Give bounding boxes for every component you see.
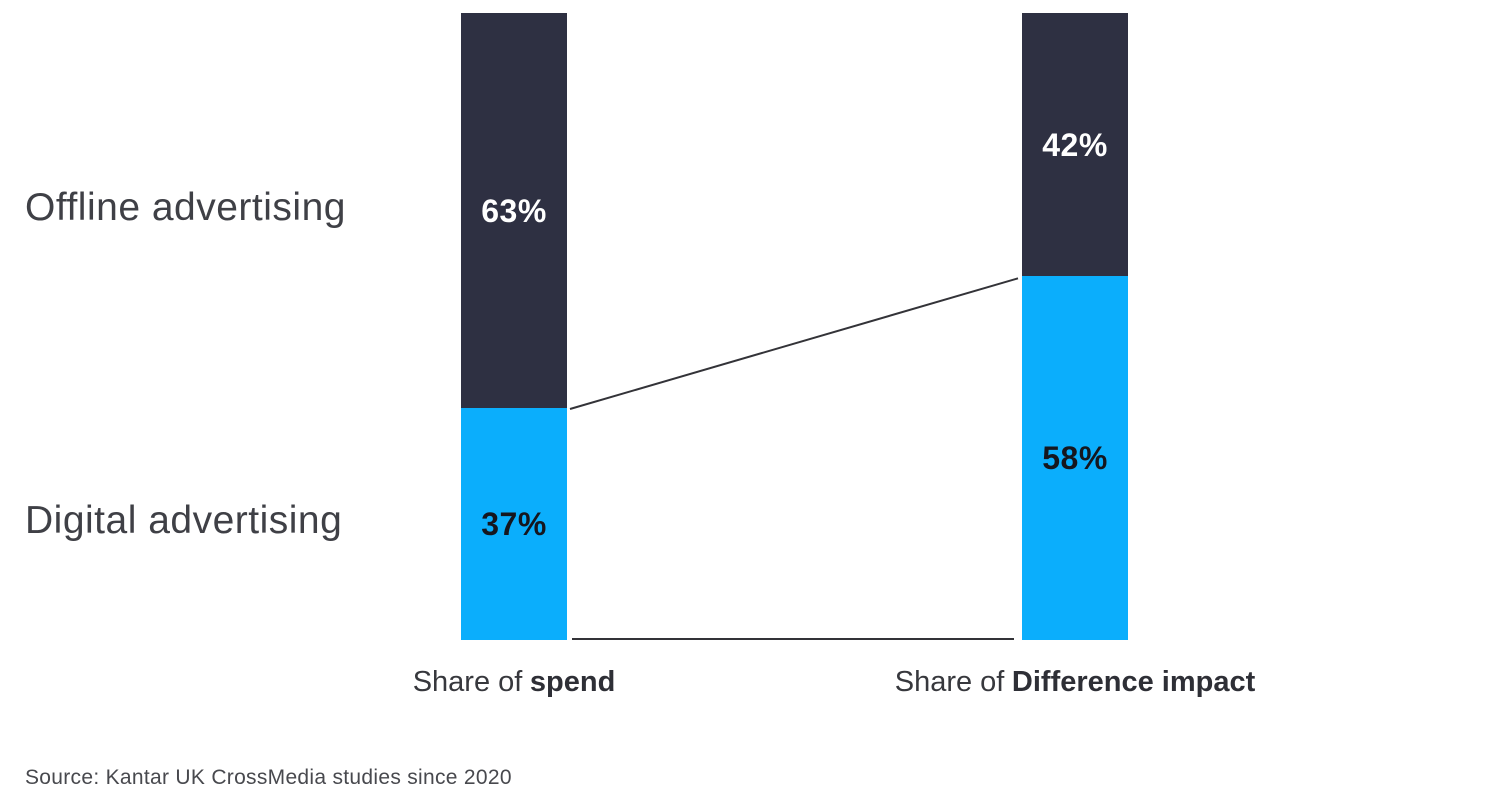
value-label-digital-spend: 37% — [481, 505, 547, 542]
value-label-offline-spend: 63% — [481, 192, 547, 229]
value-label-offline-impact: 42% — [1042, 126, 1108, 163]
x-axis-label-share-of-spend: Share of spend — [412, 666, 616, 699]
bar-share-of-difference-impact: 42% 58% — [1022, 13, 1128, 640]
row-label-digital-advertising: Digital advertising — [25, 499, 343, 542]
x-axis-label-share-of-difference-impact: Share of Difference impact — [894, 666, 1256, 699]
value-label-digital-impact: 58% — [1042, 440, 1108, 477]
x-label-emphasis-difference-impact: Difference impact — [1011, 666, 1256, 698]
bar-segment-digital-spend: 37% — [461, 408, 567, 640]
source-note: Source: Kantar UK CrossMedia studies sin… — [25, 766, 512, 789]
row-label-offline-advertising: Offline advertising — [25, 186, 346, 229]
x-label-emphasis-spend: spend — [529, 666, 616, 698]
bar-segment-offline-impact: 42% — [1022, 13, 1128, 277]
x-label-prefix: Share of — [412, 666, 523, 698]
bar-segment-digital-impact: 58% — [1022, 276, 1128, 640]
bar-segment-offline-spend: 63% — [461, 13, 567, 408]
bar-share-of-spend: 63% 37% — [461, 13, 567, 640]
x-label-prefix: Share of — [894, 666, 1005, 698]
segment-boundary-connector-line — [569, 277, 1019, 410]
